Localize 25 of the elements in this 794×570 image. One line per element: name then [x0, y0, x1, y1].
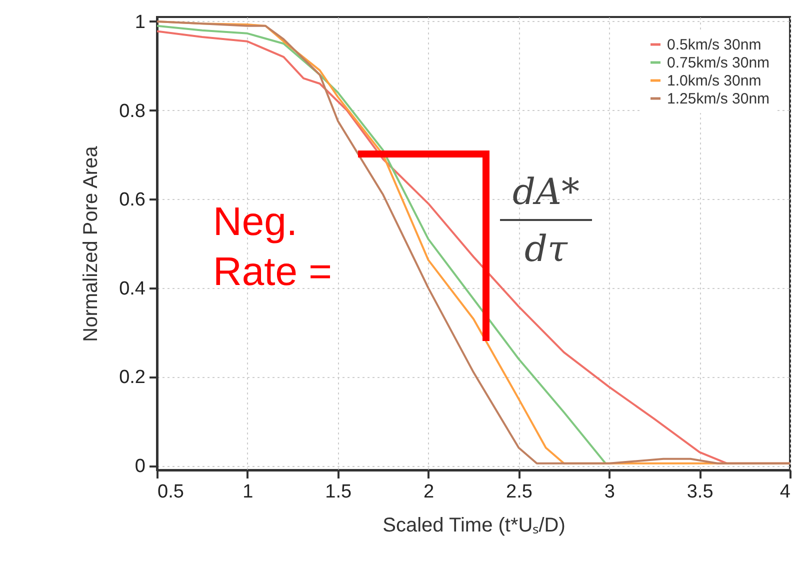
legend-label: 0.75km/s 30nm: [667, 54, 770, 72]
legend-label: 1.25km/s 30nm: [667, 90, 770, 108]
fraction: dA* dτ: [500, 172, 592, 270]
x-tick-label: 1: [242, 482, 254, 502]
legend-label: 1.0km/s 30nm: [667, 72, 762, 90]
x-tick-label: 0.5: [158, 482, 184, 502]
y-tick-label: 0.8: [119, 100, 146, 122]
line-series: [157, 24, 607, 464]
x-tick-label: 4: [780, 482, 791, 502]
x-tick-label: 3.5: [686, 482, 714, 502]
x-axis-title: Scaled Time (t*Uₛ/D): [382, 514, 566, 536]
x-tick-label: 1.5: [325, 482, 352, 502]
y-tick-label: 1: [134, 12, 146, 33]
x-tick-label: 2: [423, 482, 434, 502]
y-axis-title: Normalized Pore Area: [80, 145, 102, 342]
annotation: dτ: [524, 229, 569, 270]
y-tick-label: 0.6: [119, 190, 146, 211]
y-tick-label: 0.2: [119, 367, 146, 388]
y-tick-label: 0.4: [119, 278, 146, 300]
y-tick-label: 0: [134, 456, 146, 478]
annotation: Neg. Rate =: [213, 199, 333, 296]
legend-label: 0.5km/s 30nm: [667, 36, 762, 54]
annotation: dA*: [511, 172, 581, 213]
x-tick-label: 2.5: [506, 482, 532, 502]
x-tick-label: 3: [604, 482, 615, 502]
